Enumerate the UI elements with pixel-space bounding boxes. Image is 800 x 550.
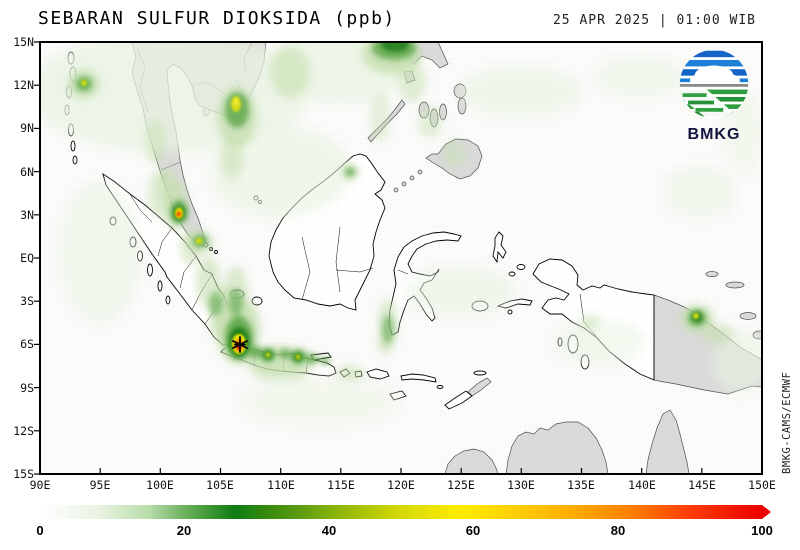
- lon-label: 145E: [688, 478, 716, 492]
- lat-label: 9N: [20, 121, 34, 135]
- colorbar-tick: 20: [176, 523, 192, 538]
- colorbar-tick: 60: [465, 523, 481, 538]
- lat-label: 12S: [13, 424, 34, 438]
- lon-label: 110E: [267, 478, 295, 492]
- colorbar-tick: 40: [321, 523, 337, 538]
- lat-label: 6N: [20, 165, 34, 179]
- lat-label: 15N: [13, 35, 34, 49]
- lon-label: 105E: [206, 478, 234, 492]
- lon-label: 130E: [507, 478, 535, 492]
- volcano-marker-icon: [232, 336, 248, 353]
- lon-label: 95E: [89, 478, 111, 492]
- bmkg-logo: BMKG: [672, 47, 756, 144]
- lon-label: 135E: [567, 478, 595, 492]
- colorbar-tick: 0: [36, 523, 44, 538]
- colorbar-tick: 80: [610, 523, 626, 538]
- colorbar-arrow: [762, 505, 771, 519]
- lon-label: 120E: [387, 478, 415, 492]
- lat-label: 15S: [13, 467, 34, 481]
- lon-label: 140E: [628, 478, 656, 492]
- lat-label: 3S: [20, 294, 34, 308]
- lon-label: 100E: [146, 478, 174, 492]
- bmkg-logo-label: BMKG: [687, 126, 741, 143]
- page-title: SEBARAN SULFUR DIOKSIDA (ppb): [38, 8, 396, 29]
- axis-ticks: [34, 41, 763, 475]
- lat-label: EQ: [20, 251, 34, 265]
- bmkg-logo-icon: [679, 49, 749, 119]
- data-source-credit: BMKG-CAMS/ECMWF: [781, 371, 793, 474]
- lat-label: 9S: [20, 381, 34, 395]
- lon-label: 150E: [748, 478, 776, 492]
- lat-label: 6S: [20, 337, 34, 351]
- lat-label: 3N: [20, 208, 34, 222]
- so2-plumes: [40, 42, 762, 427]
- lon-label: 90E: [29, 478, 51, 492]
- lon-label: 125E: [447, 478, 475, 492]
- lat-label: 12N: [13, 78, 34, 92]
- lon-label: 115E: [327, 478, 355, 492]
- colorbar: [40, 505, 762, 519]
- colorbar-tick: 100: [751, 523, 773, 538]
- datetime-label: 25 APR 2025 | 01:00 WIB: [552, 13, 756, 28]
- indonesia-so2-map: [34, 41, 763, 475]
